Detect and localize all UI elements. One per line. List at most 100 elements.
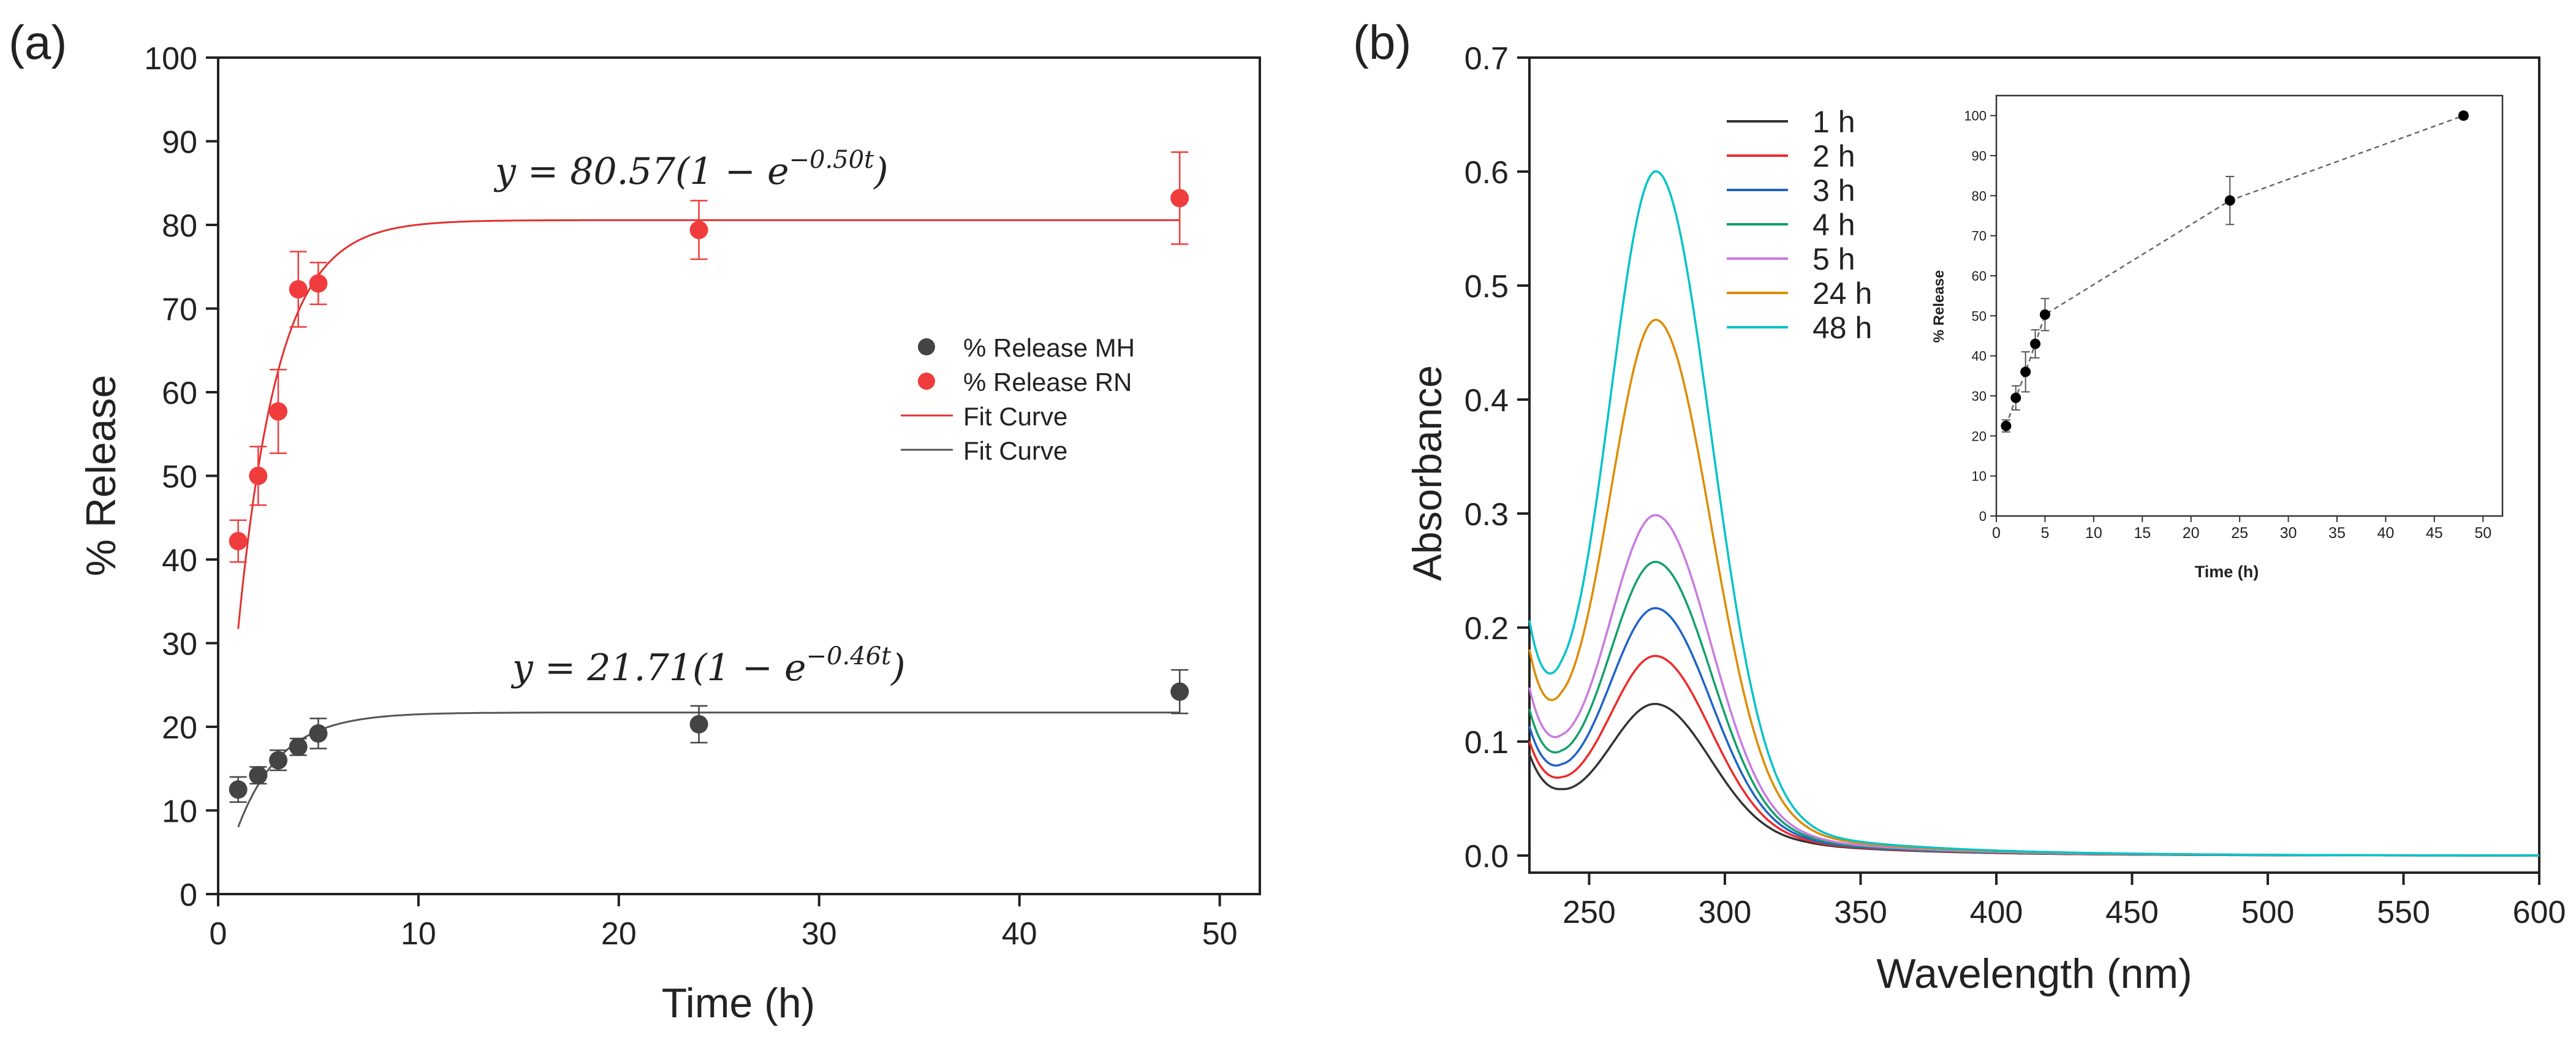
equation-mh-close: ) (890, 647, 905, 689)
equation-mh-main: y = 21.71(1 − e (510, 647, 806, 689)
y-tick-label: 0.0 (1464, 839, 1509, 874)
x-tick-label: 350 (1834, 895, 1887, 930)
x-tick-label: 25 (2231, 525, 2248, 542)
y-tick-label: 70 (1972, 229, 1987, 244)
data-point-mh (269, 751, 288, 770)
y-tick-label: 60 (162, 376, 197, 411)
y-tick-label: 90 (162, 125, 197, 161)
inset-plot-frame (1995, 94, 2504, 517)
panel-a-label: (a) (9, 15, 67, 69)
y-tick-label: 90 (1972, 148, 1987, 164)
x-tick-label: 50 (1202, 916, 1238, 952)
spectrum-line (1528, 170, 2539, 857)
spectrum-line (1528, 561, 2539, 857)
legend-label-mh: % Release MH (963, 333, 1135, 362)
panel-a-y-ticks: 0 10 20 30 40 50 60 70 80 90 100 (144, 41, 218, 913)
data-point-rn (249, 466, 268, 485)
equation-mh: y = 21.71(1 − e−0.46t) (510, 642, 906, 689)
x-tick-label: 30 (2280, 525, 2297, 542)
x-tick-label: 500 (2241, 895, 2295, 930)
legend-label: 2 h (1813, 139, 1855, 173)
panel-a-y-axis-label: % Release (78, 375, 124, 577)
y-tick-label: 70 (162, 292, 197, 328)
x-tick-label: 550 (2377, 895, 2430, 930)
y-tick-label: 10 (162, 794, 197, 830)
y-tick-label: 30 (1972, 389, 1987, 404)
panel-a-data-points (229, 151, 1189, 803)
x-tick-label: 30 (801, 916, 837, 952)
panel-a: (a) 0 10 20 30 40 50 60 70 80 90 100 0 10 20 30 40 50 %… (9, 15, 1261, 1026)
panel-a-legend: % Release MH % Release RN Fit Curve Fit … (901, 333, 1135, 465)
y-tick-label: 0.4 (1464, 383, 1509, 419)
x-tick-label: 450 (2105, 895, 2159, 930)
equation-rn-exponent: −0.50t (789, 146, 875, 174)
panel-b-legend: 1 h2 h3 h4 h5 h24 h48 h (1727, 105, 1872, 345)
inset-data-point (2458, 110, 2469, 121)
y-tick-label: 10 (1972, 469, 1987, 484)
x-tick-label: 35 (2328, 525, 2346, 542)
spectrum-line (1528, 702, 2539, 857)
equation-rn-close: ) (873, 150, 888, 193)
data-point-mh (249, 766, 268, 785)
data-point-mh (309, 724, 328, 743)
y-tick-label: 0.6 (1464, 155, 1509, 191)
x-tick-label: 40 (1002, 916, 1037, 952)
legend-marker-mh (918, 338, 935, 355)
panel-b-plot-frame (1528, 56, 2540, 874)
y-tick-label: 80 (162, 208, 197, 244)
panel-b-x-ticks: 250 300 350 400 450 500 550 600 (1563, 873, 2566, 930)
inset-x-axis-label: Time (h) (2195, 563, 2259, 581)
legend-label: 5 h (1813, 242, 1855, 276)
y-tick-label: 50 (1972, 308, 1987, 324)
x-tick-label: 10 (2085, 525, 2102, 542)
x-tick-label: 50 (2474, 525, 2491, 542)
legend-label: 3 h (1813, 173, 1855, 208)
legend-label: 24 h (1813, 276, 1872, 311)
inset-data-point (2039, 309, 2050, 320)
data-point-rn (269, 402, 288, 421)
inset-data-point (2001, 420, 2012, 431)
legend-label: 1 h (1813, 105, 1855, 139)
panel-b-y-axis-label: Absorbance (1404, 365, 1450, 581)
x-tick-label: 5 (2040, 525, 2049, 542)
inset-series (2001, 110, 2469, 433)
data-point-rn (689, 221, 708, 240)
legend-label-fit-rn: Fit Curve (963, 402, 1067, 431)
panel-a-fit-curves (237, 219, 1180, 828)
data-point-mh (229, 780, 248, 799)
inset-data-point (2030, 338, 2041, 349)
y-tick-label: 0.1 (1464, 725, 1509, 760)
y-tick-label: 20 (162, 710, 197, 746)
panel-b: (b) 0.00.10.20.30.40.50.60.7 250 300 350 40… (1353, 15, 2566, 997)
y-tick-label: 50 (162, 460, 197, 495)
equation-mh-exponent: −0.46t (806, 642, 892, 670)
x-tick-label: 0 (1992, 525, 2001, 542)
inset-chart: 0 10 20 30 40 50 60 70 80 90 100 0 5 10 15 20 25 30 35 40 4… (1931, 94, 2504, 581)
panel-b-label: (b) (1353, 15, 1411, 69)
x-tick-label: 250 (1563, 895, 1616, 930)
y-tick-label: 40 (162, 543, 197, 578)
y-tick-label: 80 (1972, 188, 1987, 203)
legend-label: 4 h (1813, 208, 1855, 242)
y-tick-label: 0 (1979, 509, 1987, 524)
inset-y-ticks: 0 10 20 30 40 50 60 70 80 90 100 (1964, 108, 1996, 524)
inset-data-point (2020, 366, 2031, 377)
inset-data-point (2010, 392, 2021, 403)
data-point-rn (309, 274, 328, 293)
panel-b-y-ticks: 0.0 0.1 0.2 0.3 0.4 0.5 0.6 0.7 (1464, 41, 1529, 874)
panel-a-x-ticks: 0 10 20 30 40 50 (210, 894, 1238, 952)
x-tick-label: 20 (2183, 525, 2200, 542)
panel-b-spectra (1528, 170, 2539, 857)
data-point-mh (1170, 682, 1189, 701)
x-tick-label: 400 (1970, 895, 2023, 930)
equation-rn: y = 80.57(1 − e−0.50t) (493, 146, 888, 193)
y-tick-label: 20 (1972, 428, 1987, 444)
y-tick-label: 100 (144, 41, 197, 77)
data-point-rn (289, 280, 308, 299)
x-tick-label: 20 (601, 916, 637, 952)
x-tick-label: 45 (2426, 525, 2443, 542)
inset-x-ticks: 0 5 10 15 20 25 30 35 40 45 50 (1992, 516, 2491, 542)
y-tick-label: 40 (1972, 349, 1987, 364)
y-tick-label: 0.3 (1464, 497, 1509, 533)
